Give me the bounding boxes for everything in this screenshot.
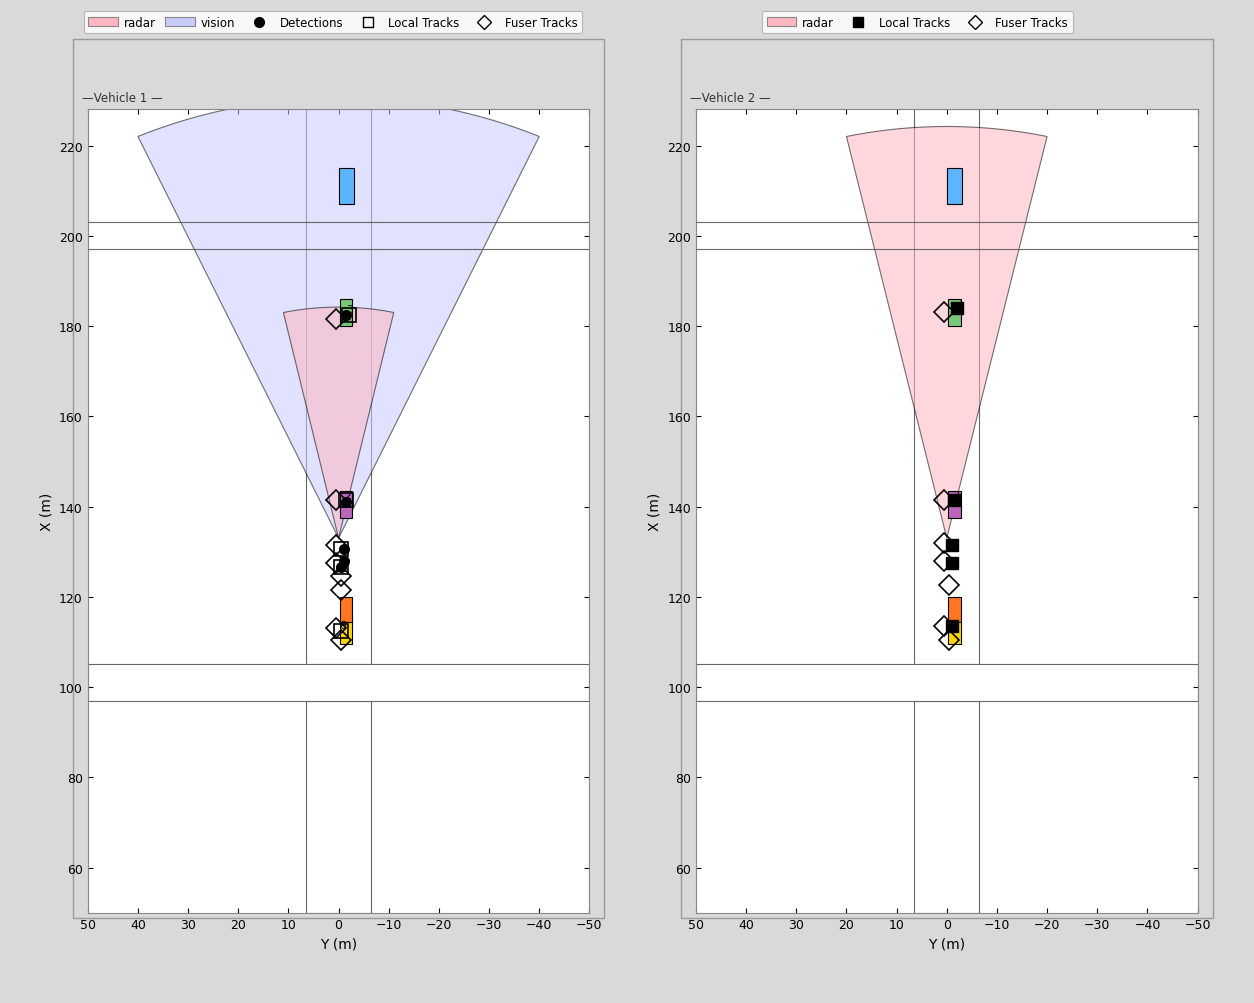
X-axis label: Y (m): Y (m) <box>320 936 357 950</box>
Text: —Vehicle 1 —: —Vehicle 1 — <box>82 92 162 105</box>
Text: 4: 4 <box>339 558 346 568</box>
Legend: radar, vision, Detections, Local Tracks, Fuser Tracks: radar, vision, Detections, Local Tracks,… <box>84 12 582 34</box>
Text: —Vehicle 2 —: —Vehicle 2 — <box>690 92 770 105</box>
Bar <box>948 597 961 624</box>
Text: 3: 3 <box>954 299 962 308</box>
Bar <box>914 110 979 665</box>
Text: 3: 3 <box>346 305 354 315</box>
Polygon shape <box>846 127 1047 539</box>
Bar <box>948 491 961 519</box>
Text: 6: 6 <box>339 621 346 631</box>
Bar <box>339 169 354 205</box>
Bar <box>340 597 352 624</box>
Text: 2: 2 <box>344 490 351 500</box>
X-axis label: Y (m): Y (m) <box>928 936 966 950</box>
Bar <box>340 491 352 519</box>
Bar <box>947 169 962 205</box>
Text: 2: 2 <box>952 490 959 500</box>
Polygon shape <box>283 308 394 539</box>
Bar <box>914 701 979 913</box>
Bar <box>306 110 371 665</box>
Bar <box>948 300 961 327</box>
Bar <box>306 701 371 913</box>
Y-axis label: X (m): X (m) <box>39 492 54 531</box>
Polygon shape <box>138 98 539 539</box>
Bar <box>948 622 961 645</box>
Bar <box>340 300 352 327</box>
Legend: radar, Local Tracks, Fuser Tracks: radar, Local Tracks, Fuser Tracks <box>762 12 1072 34</box>
Bar <box>88 665 589 701</box>
Y-axis label: X (m): X (m) <box>647 492 662 531</box>
Bar <box>696 665 1198 701</box>
Bar <box>340 622 352 645</box>
